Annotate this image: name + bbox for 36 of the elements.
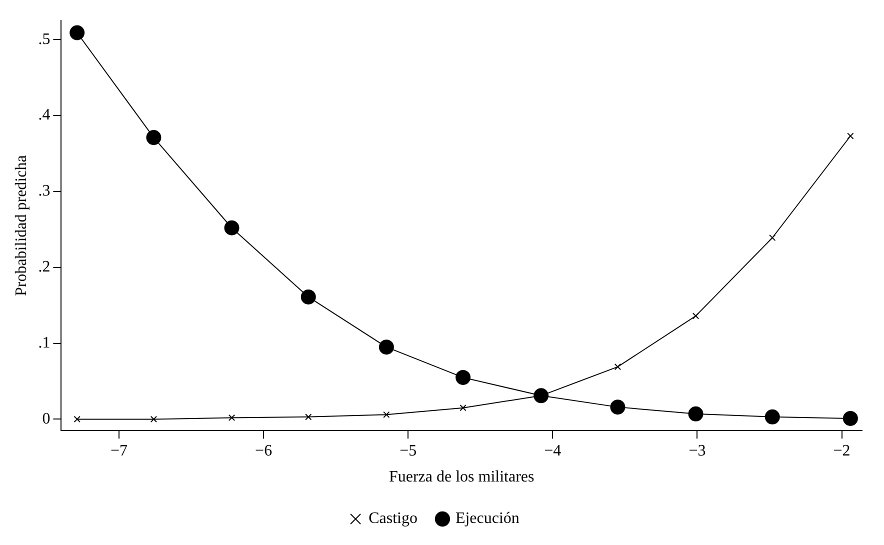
y-tick-label: .2 bbox=[38, 258, 50, 276]
point bbox=[688, 406, 704, 422]
y-tick-label: .1 bbox=[38, 334, 50, 352]
point bbox=[70, 25, 85, 40]
point bbox=[610, 400, 626, 415]
x-tick-label: −6 bbox=[255, 442, 272, 460]
legend-label: Ejecución bbox=[455, 510, 520, 528]
y-tick-label: .4 bbox=[38, 106, 50, 124]
point bbox=[378, 340, 394, 355]
point bbox=[228, 414, 236, 422]
y-tick-label: .5 bbox=[38, 30, 50, 48]
legend-label: Castigo bbox=[368, 510, 418, 528]
point bbox=[74, 416, 80, 423]
y-tick-label: .3 bbox=[38, 182, 50, 200]
x-tick-label: −7 bbox=[110, 442, 128, 460]
point bbox=[146, 130, 162, 146]
point bbox=[224, 220, 240, 236]
point bbox=[456, 370, 471, 385]
x-tick-label: −2 bbox=[833, 442, 850, 460]
y-axis-title: Probabilidad predicha bbox=[12, 155, 30, 296]
y-tick-label: 0 bbox=[42, 410, 50, 428]
x-axis-title: Fuerza de los militares bbox=[388, 468, 534, 486]
point bbox=[847, 132, 854, 140]
point bbox=[614, 363, 622, 370]
point bbox=[769, 234, 776, 242]
point bbox=[764, 409, 780, 424]
point bbox=[383, 411, 390, 418]
point bbox=[150, 416, 158, 423]
point bbox=[460, 404, 466, 412]
point bbox=[842, 410, 858, 426]
point bbox=[305, 414, 312, 420]
point bbox=[300, 289, 316, 304]
point bbox=[692, 312, 700, 320]
x-tick-label: −3 bbox=[688, 442, 706, 460]
x-tick-label: −4 bbox=[544, 442, 562, 460]
x-tick-label: −5 bbox=[400, 442, 417, 460]
